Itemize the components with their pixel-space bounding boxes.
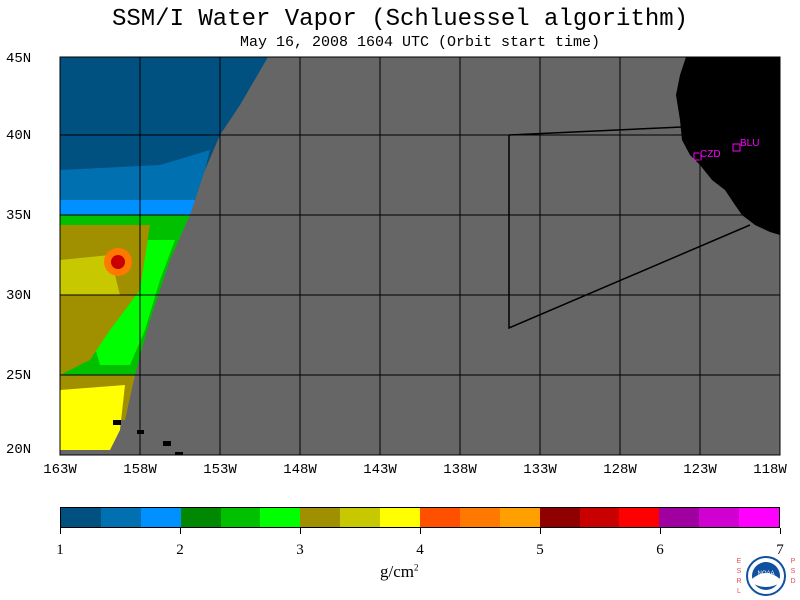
logo-letter: S [737,568,742,575]
station-marker-czd [693,152,702,161]
colorbar-tick-label: 2 [176,542,184,558]
lat-label-30n: 30N [6,288,32,304]
colorbar-swatch [260,508,301,527]
colorbar-swatch [499,508,540,527]
units-label: g/cm2 [380,562,419,582]
colorbar-tick-label: 4 [416,542,424,558]
graticule [60,57,780,455]
lat-label-35n: 35N [6,208,32,224]
map-frame [59,56,781,456]
lon-label-128w: 128W [603,462,637,478]
logo-psd-letters: PSD [790,558,795,585]
colorbar-tick-label: 7 [776,542,784,558]
colorbar-swatch [659,508,700,527]
logo-letter: L [737,588,741,595]
lon-label-133w: 133W [523,462,557,478]
colorbar-tick [300,528,301,534]
colorbar-swatch [61,508,101,527]
colorbar-tick [540,528,541,534]
colorbar-swatch [619,508,660,527]
orbit-boundary [508,135,751,330]
colorbar-swatch [380,508,421,527]
colorbar-tick [780,528,781,534]
units-exponent: 2 [414,562,419,573]
island [175,452,183,455]
logo-letter: S [791,568,796,575]
lon-label-123w: 123W [683,462,717,478]
chart-subtitle: May 16, 2008 1604 UTC (Orbit start time) [239,34,601,51]
colorbar-tick [660,528,661,534]
lon-label-143w: 143W [363,462,397,478]
lon-label-153w: 153W [203,462,237,478]
colorbar-swatch [140,508,181,527]
swath-mid-blue [60,150,210,200]
colorbar-swatch [340,508,381,527]
lat-label-25n: 25N [6,368,32,384]
station-label-czd: CZD [700,149,721,160]
orbit-boundary [508,126,683,136]
chart-title: SSM/I Water Vapor (Schluessel algorithm) [111,6,689,33]
lon-label-118w: 118W [753,462,787,478]
colorbar-tick-label: 6 [656,542,664,558]
colorbar-tick-label: 1 [56,542,64,558]
colorbar-swatch [300,508,341,527]
colorbar-swatch [180,508,221,527]
colorbar-tick-label: 5 [536,542,544,558]
lon-label-138w: 138W [443,462,477,478]
colorbar [60,507,780,528]
island [113,420,121,425]
colorbar-swatch [699,508,740,527]
logo-letter: R [736,578,741,585]
lat-label-40n: 40N [6,128,32,144]
lat-label-45n: 45N [6,51,32,67]
colorbar-swatch [459,508,500,527]
colorbar-swatch [539,508,580,527]
logo-letter: P [791,558,796,565]
swath-yellow [60,385,125,450]
lat-label-20n: 20N [6,442,32,458]
colorbar-swatch [420,508,460,527]
vapor-peak-red [111,255,125,269]
units-main: g/cm [380,562,414,581]
colorbar-tick [60,528,61,534]
logo-letter: D [790,578,795,585]
lon-label-158w: 158W [123,462,157,478]
lon-label-163w: 163W [43,462,77,478]
noaa-seal-bird [752,573,780,587]
colorbar-swatch [100,508,141,527]
colorbar-swatch [220,508,261,527]
island [163,441,171,446]
lon-label-148w: 148W [283,462,317,478]
colorbar-tick [420,528,421,534]
logo-letter: E [737,558,742,565]
swath-bright-green [90,240,175,365]
colorbar-swatch [739,508,780,527]
land-north-america [676,57,780,235]
colorbar-swatch [579,508,620,527]
colorbar-tick [180,528,181,534]
station-label-blu: BLU [740,138,759,149]
swath-light-blue [60,200,195,215]
station-marker-blu [732,143,741,152]
noaa-seal-text: NOAA [757,571,774,577]
colorbar-tick-label: 3 [296,542,304,558]
